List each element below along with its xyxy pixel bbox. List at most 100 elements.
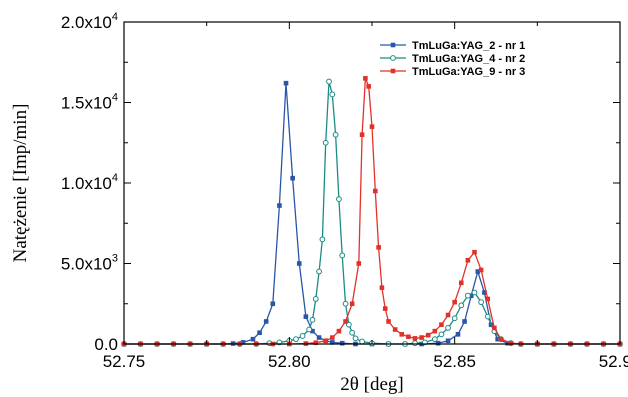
data-point: [425, 332, 431, 338]
data-point: [310, 328, 315, 334]
data-point: [435, 340, 441, 346]
data-point: [363, 76, 368, 81]
data-point: [290, 175, 295, 181]
data-point: [484, 313, 491, 320]
data-point: [451, 315, 458, 322]
data-point: [455, 332, 461, 337]
data-point: [373, 188, 378, 194]
data-point: [257, 330, 262, 336]
legend-label: TmLuGa:YAG_2 - nr 1: [412, 40, 525, 52]
data-point: [336, 328, 342, 334]
data-point: [359, 132, 365, 137]
data-point: [485, 296, 491, 302]
data-point: [439, 322, 444, 327]
data-point: [277, 203, 282, 208]
series-3: [121, 76, 623, 347]
data-point: [458, 302, 465, 309]
data-point: [349, 301, 355, 307]
legend-label: TmLuGa:YAG_4 - nr 2: [412, 53, 525, 65]
data-point: [283, 80, 289, 86]
data-point: [263, 319, 269, 324]
legend-item: TmLuGa:YAG_9 - nr 3: [380, 66, 525, 78]
data-point: [330, 335, 335, 340]
data-point: [495, 336, 500, 342]
data-point: [438, 331, 445, 338]
data-point: [359, 338, 365, 345]
data-point: [462, 319, 467, 324]
data-point: [329, 91, 336, 98]
legend-label: TmLuGa:YAG_9 - nr 3: [412, 66, 525, 78]
y-tick-label: 1.0x104: [61, 172, 118, 193]
x-tick-label: 52.90: [599, 352, 628, 371]
data-point: [432, 328, 438, 334]
data-point: [316, 335, 322, 340]
data-point: [313, 340, 319, 346]
data-point: [366, 84, 371, 89]
data-point: [240, 340, 246, 345]
axis-tick-labels: 52.75 52.80 52.85 52.90 0.0 5.0x103 1.0x104 1.5…: [61, 11, 628, 371]
data-point: [386, 319, 391, 324]
plot-content: [121, 76, 623, 347]
data-point: [312, 296, 319, 302]
data-point: [316, 268, 322, 275]
data-point: [419, 335, 424, 340]
y-tick-label: 5.0x103: [61, 253, 118, 274]
data-point: [445, 312, 451, 318]
x-axis-title: 2θ [deg]: [340, 374, 403, 395]
data-point: [445, 325, 451, 331]
data-point: [293, 336, 299, 343]
data-point: [431, 336, 438, 343]
legend-marker: [390, 42, 396, 48]
data-point: [303, 314, 309, 319]
data-point: [472, 249, 477, 255]
data-point: [482, 290, 487, 295]
data-point: [492, 325, 497, 331]
data-point: [339, 252, 346, 259]
data-point: [505, 340, 510, 346]
data-point: [270, 301, 276, 307]
data-point: [322, 139, 329, 146]
data-point: [306, 326, 313, 333]
data-point: [465, 257, 471, 263]
data-point: [412, 340, 418, 347]
data-point: [319, 236, 326, 243]
data-point: [412, 336, 418, 341]
data-point: [464, 292, 471, 299]
data-point: [339, 340, 345, 346]
data-point: [399, 332, 405, 337]
legend-marker: [390, 68, 396, 74]
legend-item: TmLuGa:YAG_2 - nr 1: [380, 40, 525, 52]
data-point: [475, 269, 481, 274]
data-point: [452, 299, 457, 305]
data-point: [376, 245, 381, 250]
data-point: [508, 340, 514, 346]
data-point: [330, 340, 335, 345]
data-point: [332, 131, 339, 138]
data-point: [296, 261, 302, 266]
legend-marker: [390, 55, 396, 61]
data-point: [468, 293, 474, 298]
data-point: [458, 280, 464, 286]
data-point: [382, 306, 388, 311]
data-point: [336, 196, 342, 203]
x-tick-label: 52.80: [268, 352, 311, 371]
data-point: [369, 124, 375, 129]
data-point: [471, 289, 478, 296]
plot-frame: [123, 21, 621, 345]
data-point: [309, 316, 316, 323]
data-point: [392, 327, 398, 332]
data-point: [406, 334, 411, 340]
data-point: [352, 335, 359, 342]
data-point: [250, 336, 256, 342]
data-point: [326, 78, 332, 85]
data-point: [445, 338, 451, 344]
y-tick-label: 1.5x104: [61, 92, 118, 113]
axis-ticks: [123, 21, 621, 345]
data-point: [356, 261, 362, 266]
data-point: [342, 300, 349, 307]
y-tick-label: 2.0x104: [61, 11, 118, 32]
data-point: [498, 336, 504, 342]
data-point: [299, 333, 306, 339]
series-line: [124, 78, 620, 345]
